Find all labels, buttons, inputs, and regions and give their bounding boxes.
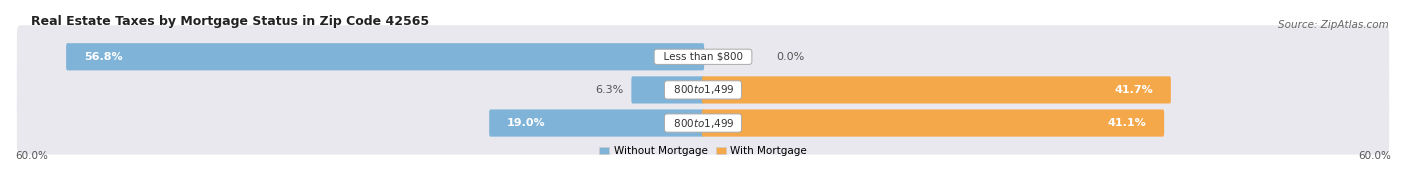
FancyBboxPatch shape (17, 25, 1389, 88)
Legend: Without Mortgage, With Mortgage: Without Mortgage, With Mortgage (595, 142, 811, 160)
FancyBboxPatch shape (631, 76, 704, 103)
FancyBboxPatch shape (17, 58, 1389, 121)
Text: 41.1%: 41.1% (1108, 118, 1146, 128)
FancyBboxPatch shape (66, 43, 704, 70)
Text: 6.3%: 6.3% (595, 85, 623, 95)
Text: Source: ZipAtlas.com: Source: ZipAtlas.com (1278, 20, 1389, 30)
Text: 19.0%: 19.0% (508, 118, 546, 128)
Text: $800 to $1,499: $800 to $1,499 (666, 117, 740, 130)
FancyBboxPatch shape (702, 76, 1171, 103)
Text: $800 to $1,499: $800 to $1,499 (666, 83, 740, 96)
Text: 56.8%: 56.8% (84, 52, 122, 62)
Text: 0.0%: 0.0% (776, 52, 804, 62)
FancyBboxPatch shape (489, 109, 704, 137)
Text: Less than $800: Less than $800 (657, 52, 749, 62)
FancyBboxPatch shape (702, 109, 1164, 137)
Text: 41.7%: 41.7% (1114, 85, 1153, 95)
Text: Real Estate Taxes by Mortgage Status in Zip Code 42565: Real Estate Taxes by Mortgage Status in … (31, 15, 430, 28)
FancyBboxPatch shape (17, 92, 1389, 155)
